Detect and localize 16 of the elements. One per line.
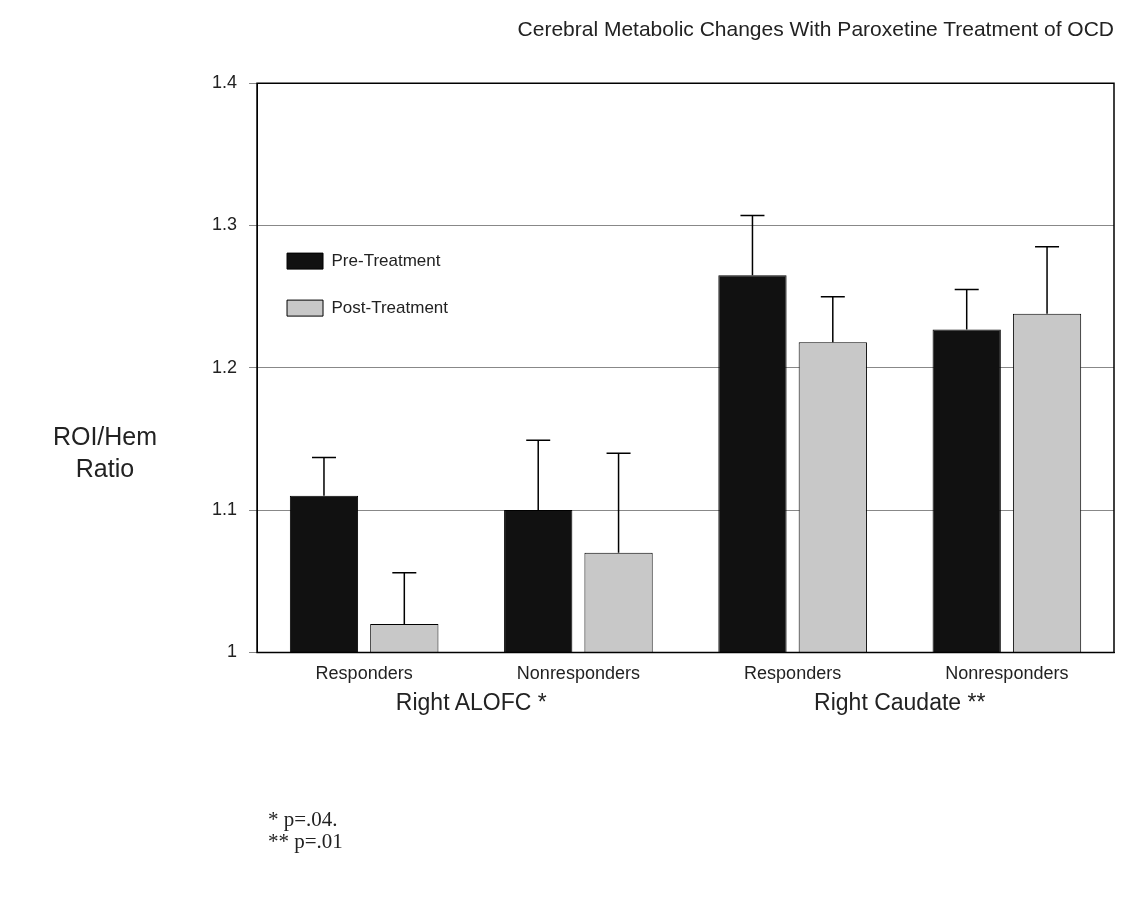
x-tick-label: Nonresponders: [516, 663, 640, 684]
x-tick-label: Nonresponders: [945, 663, 1069, 684]
text: Right ALOFC *: [395, 689, 547, 716]
y-tick-label: 1.2: [211, 356, 238, 377]
legend-label: Pre-Treatment: [331, 250, 441, 270]
chart-title: Cerebral Metabolic Changes With Paroxetine Treatment of OCD: [517, 17, 1114, 41]
y-axis-title: ROI/Hem Ratio: [51, 421, 159, 484]
y-tick-label: 1.4: [211, 72, 238, 93]
text: Right Caudate **: [814, 689, 986, 716]
text: * p=.04.: [268, 807, 339, 831]
legend-label: Post-Treatment: [331, 297, 449, 317]
y-tick-label: 1.3: [211, 214, 238, 235]
y-tick-label: 1.1: [211, 499, 238, 520]
x-tick-label: Responders: [744, 663, 842, 684]
x-tick-label: Responders: [315, 663, 413, 684]
y-tick-label: 1: [227, 641, 238, 662]
